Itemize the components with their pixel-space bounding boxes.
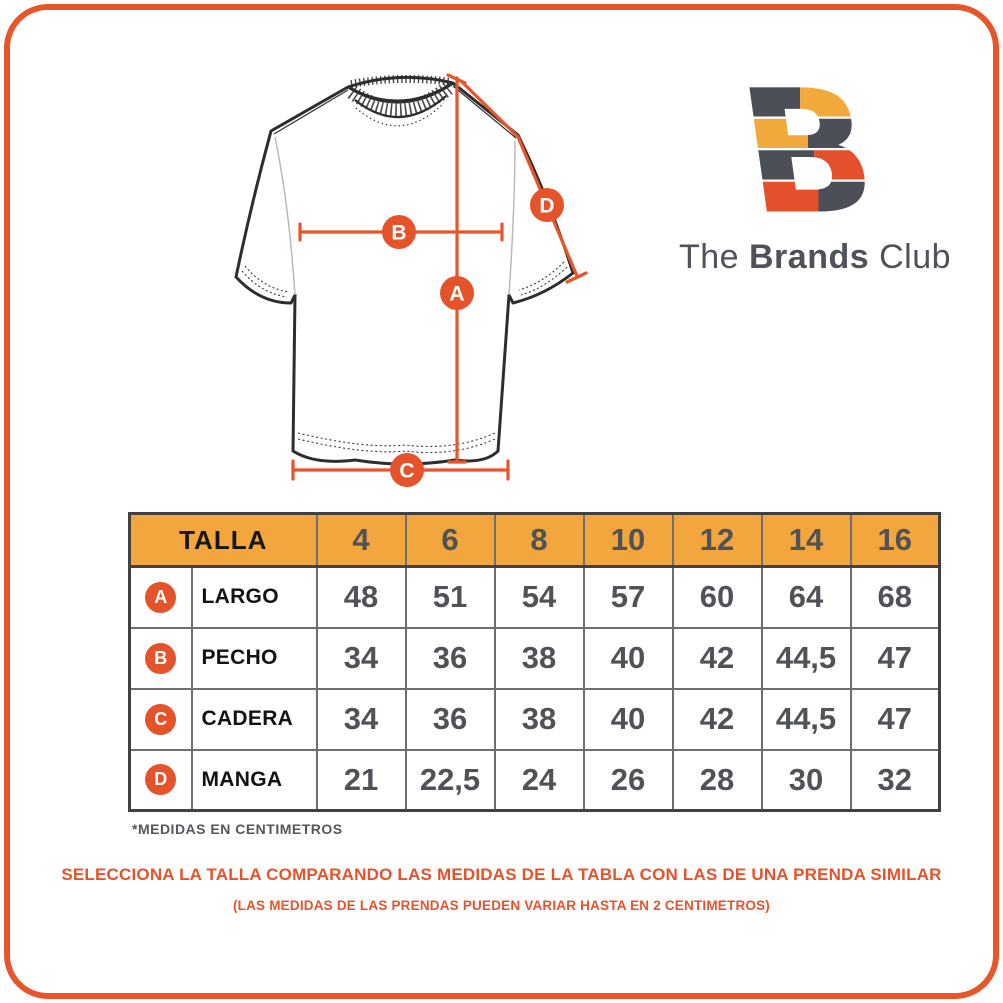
cell-cadera-12: 42 [671,687,763,751]
logo-segment: B [745,80,885,216]
tshirt-collar [347,74,454,127]
table-header-size-14: 14 [760,512,852,568]
cell-cadera-14: 44,5 [760,687,852,751]
cell-pecho-16: 47 [849,626,941,690]
measure-markers: A B C D [382,188,564,487]
table-header-size-4: 4 [315,512,407,568]
measure-badge-d: D [145,764,177,796]
measure-line-d [459,79,579,278]
measure-badge-a: A [145,581,177,613]
cell-largo-10: 57 [582,565,674,629]
marker-a-letter: A [449,283,464,306]
cell-pecho-10: 40 [582,626,674,690]
brand-logo: B B B B B B B B The Brands Club [675,80,955,277]
brand-name-club: Club [879,238,952,276]
cell-largo-16: 68 [849,565,941,629]
cell-cadera-10: 40 [582,687,674,751]
marker-d-letter: D [539,195,554,218]
measure-badge-b: B [145,642,177,674]
measure-tick-d-end [565,271,588,284]
logo-segment: B [745,80,885,216]
table-header-talla: TALLA [128,512,318,568]
cell-pecho-8: 38 [493,626,585,690]
table-row-manga: D MANGA 21 22,5 24 26 28 30 32 [128,748,941,812]
cell-manga-16: 32 [849,748,941,812]
row-label-manga: MANGA [190,748,318,812]
brand-name-brands: Brands [749,238,870,276]
row-label-cadera: CADERA [190,687,318,751]
brand-name-the: The [678,238,740,276]
tshirt-measurement-diagram: A B C D [234,73,588,487]
cell-pecho-14: 44,5 [760,626,852,690]
table-header-size-8: 8 [493,512,585,568]
cell-cadera-4: 34 [315,687,407,751]
cell-largo-12: 60 [671,565,763,629]
measure-badge-c: C [145,703,177,735]
row-label-largo: LARGO [190,565,318,629]
table-header-size-16: 16 [849,512,941,568]
cell-cadera-6: 36 [404,687,496,751]
marker-b-letter: B [391,222,406,245]
cell-manga-12: 28 [671,748,763,812]
cell-largo-14: 64 [760,565,852,629]
badge-cell: A [128,565,193,629]
cell-largo-4: 48 [315,565,407,629]
table-header-size-6: 6 [404,512,496,568]
brand-logo-b-icon: B B B B B B B B [745,80,885,216]
cell-pecho-12: 42 [671,626,763,690]
badge-cell: C [128,687,193,751]
page-border-frame [4,4,999,999]
table-row-cadera: C CADERA 34 36 38 40 42 44,5 47 [128,687,941,751]
cell-manga-4: 21 [315,748,407,812]
table-row-pecho: B PECHO 34 36 38 40 42 44,5 47 [128,626,941,690]
cell-cadera-8: 38 [493,687,585,751]
cell-manga-8: 24 [493,748,585,812]
units-note: *MEDIDAS EN CENTIMETROS [132,821,343,837]
size-table: TALLA 4 6 8 10 12 14 16 A LARGO 48 51 54… [128,512,941,812]
table-row-largo: A LARGO 48 51 54 57 60 64 68 [128,565,941,629]
cell-pecho-6: 36 [404,626,496,690]
marker-b-circle [382,215,416,249]
badge-cell: D [128,748,193,812]
marker-d-circle [530,188,564,222]
badge-cell: B [128,626,193,690]
tolerance-note: (LAS MEDIDAS DE LAS PRENDAS PUEDEN VARIA… [232,898,771,913]
logo-segment: B [745,80,885,216]
row-label-pecho: PECHO [190,626,318,690]
table-header-size-12: 12 [671,512,763,568]
brand-name: The Brands Club [675,238,955,277]
cell-manga-6: 22,5 [404,748,496,812]
cell-largo-8: 54 [493,565,585,629]
table-header-row: TALLA 4 6 8 10 12 14 16 [128,512,941,568]
logo-segment: B [745,80,885,216]
table-header-size-10: 10 [582,512,674,568]
cell-cadera-16: 47 [849,687,941,751]
logo-segment: B [745,80,885,216]
marker-a-circle [440,276,474,310]
size-selection-note: SELECCIONA LA TALLA COMPARANDO LAS MEDID… [61,865,942,884]
logo-segment: B [745,80,885,216]
tshirt-outline [234,81,575,466]
cell-manga-14: 30 [760,748,852,812]
cell-largo-6: 51 [404,565,496,629]
cell-manga-10: 26 [582,748,674,812]
marker-c-circle [390,453,424,487]
cell-pecho-4: 34 [315,626,407,690]
marker-c-letter: C [399,460,414,483]
